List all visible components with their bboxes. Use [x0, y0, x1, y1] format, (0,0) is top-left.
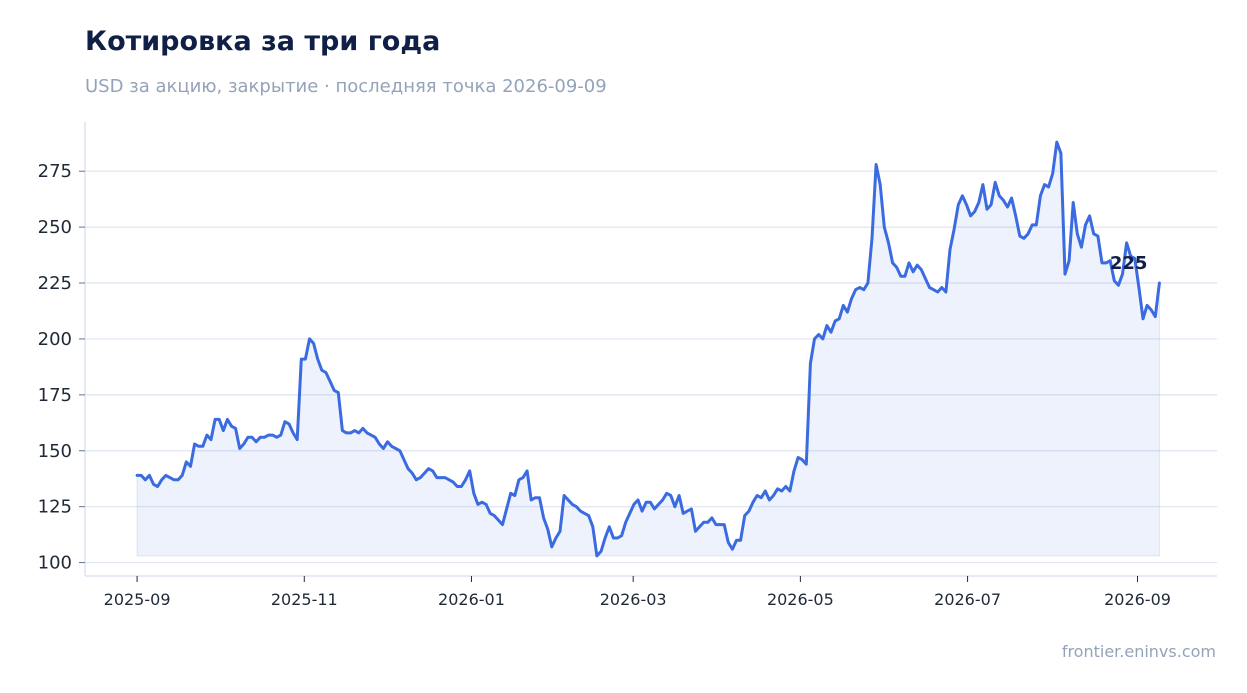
data-labels: 225: [1110, 253, 1148, 274]
y-tick-label: 125: [38, 497, 72, 518]
y-tick-label: 150: [38, 441, 72, 462]
y-tick-label: 200: [38, 329, 72, 350]
y-tick-label: 250: [38, 217, 72, 238]
last-value-label: 225: [1110, 253, 1148, 274]
x-tick-label: 2025-09: [104, 590, 171, 609]
chart-subtitle: USD за акцию, закрытие · последняя точка…: [85, 76, 607, 97]
x-tick-label: 2026-09: [1104, 590, 1171, 609]
price-line: [135, 140, 1161, 558]
y-tick-label: 225: [38, 273, 72, 294]
grid-lines: [85, 170, 1217, 564]
axes: [84, 122, 1217, 577]
price-area: [135, 140, 1161, 558]
x-tick-label: 2026-07: [934, 590, 1001, 609]
y-tick-label: 175: [38, 385, 72, 406]
x-tick-label: 2025-11: [271, 590, 338, 609]
y-tick-label: 100: [38, 553, 72, 574]
x-tick-label: 2026-01: [438, 590, 505, 609]
y-tick-label: 275: [38, 161, 72, 182]
source-watermark: frontier.eninvs.com: [1061, 642, 1216, 661]
x-tick-label: 2026-03: [600, 590, 667, 609]
x-tick-label: 2026-05: [767, 590, 834, 609]
x-axis-ticks: 2025-09 2025-11 2026-01 2026-03 2026-05 2026-…: [104, 576, 1171, 609]
y-axis-ticks: 100 125 150 175 200 225 250 275: [38, 161, 85, 574]
chart-title: Котировка за три года: [85, 26, 441, 57]
